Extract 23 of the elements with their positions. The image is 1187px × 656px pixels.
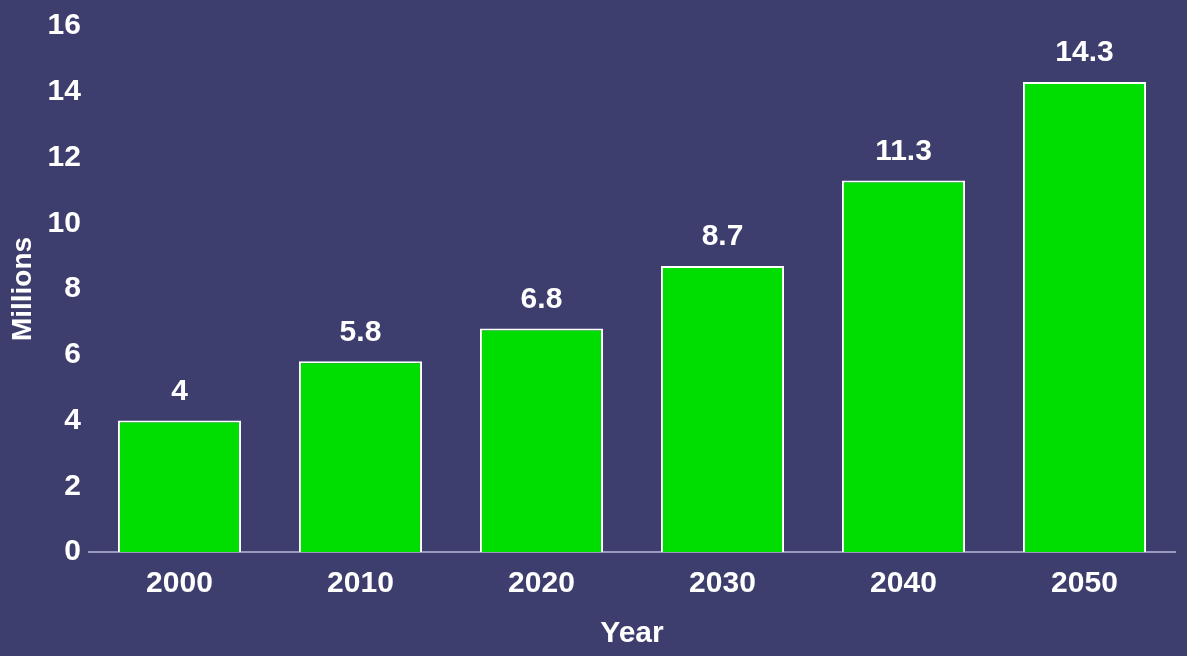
y-tick-label: 6 bbox=[64, 336, 81, 370]
y-tick-label: 12 bbox=[47, 138, 81, 172]
y-tick-label: 2 bbox=[64, 467, 81, 501]
x-tick-label: 2030 bbox=[689, 565, 756, 599]
y-tick-label: 8 bbox=[64, 270, 81, 304]
x-tick-label: 2050 bbox=[1051, 565, 1118, 599]
data-label: 14.3 bbox=[1055, 34, 1114, 68]
y-tick-label: 16 bbox=[47, 7, 81, 41]
data-label: 8.7 bbox=[701, 218, 744, 252]
data-label: 4 bbox=[171, 372, 189, 406]
x-tick-label: 2000 bbox=[146, 565, 213, 599]
y-tick-label: 0 bbox=[64, 533, 81, 567]
x-tick-label: 2010 bbox=[327, 565, 394, 599]
y-tick-label: 10 bbox=[47, 204, 81, 238]
x-axis-title: Year bbox=[600, 615, 665, 649]
y-axis-title: Millions bbox=[5, 236, 37, 342]
x-tick-label: 2020 bbox=[508, 565, 575, 599]
y-tick-label: 4 bbox=[64, 401, 82, 435]
y-tick-label: 14 bbox=[47, 73, 82, 107]
data-label: 5.8 bbox=[339, 313, 382, 347]
data-label: 6.8 bbox=[520, 280, 563, 314]
x-tick-label: 2040 bbox=[870, 565, 937, 599]
data-label: 11.3 bbox=[875, 132, 932, 166]
